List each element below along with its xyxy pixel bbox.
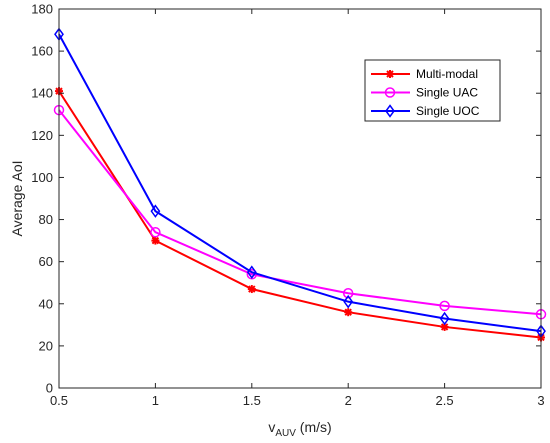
- y-tick-label-0: 0: [46, 381, 53, 396]
- y-tick-label-4: 80: [39, 212, 53, 227]
- series-layer: [53, 27, 547, 342]
- ticks-layer: 0.5 1 1.5 2 2.5 3 0 20 40 60 80 100 120 140 160 180: [31, 2, 544, 409]
- legend-label-1: Single UAC: [416, 86, 478, 100]
- x-tick-label-3: 2: [345, 393, 352, 408]
- series-2-point-2: [246, 265, 257, 279]
- y-tick-label-7: 140: [31, 86, 53, 101]
- series-line-2: [58, 33, 542, 333]
- x-axis-title-subscript: AUV: [275, 428, 296, 439]
- x-tick-label-1: 1: [152, 393, 159, 408]
- legend-label-2: Single UOC: [416, 104, 480, 118]
- series-2: [54, 27, 546, 338]
- x-axis-title: vAUV (m/s): [268, 419, 331, 439]
- y-tick-label-2: 40: [39, 296, 53, 311]
- legend-marker-0: [386, 70, 394, 78]
- x-axis-title-main: v: [268, 419, 275, 435]
- series-0-point-3: [344, 308, 353, 317]
- series-1-point-3: [342, 288, 354, 299]
- y-tick-label-9: 180: [31, 2, 53, 17]
- x-axis-title-unit: (m/s): [296, 419, 332, 435]
- y-tick-label-1: 20: [39, 338, 53, 353]
- y-tick-label-8: 160: [31, 44, 53, 59]
- legend: Multi-modal Single UAC Single UOC: [364, 59, 501, 122]
- y-axis-title: Average AoI: [9, 160, 25, 236]
- series-2-point-1: [150, 204, 161, 218]
- y-tick-label-5: 100: [31, 170, 53, 185]
- series-0-point-2: [247, 285, 256, 294]
- series-1-point-4: [439, 300, 450, 312]
- series-0-point-1: [151, 236, 160, 245]
- plot-frame: [58, 8, 542, 389]
- y-tick-label-3: 60: [39, 254, 53, 269]
- x-tick-label-2: 1.5: [243, 393, 261, 408]
- series-2-point-3: [343, 294, 354, 309]
- legend-label-0: Multi-modal: [416, 67, 478, 81]
- series-line-0: [58, 90, 542, 339]
- series-line-1: [58, 109, 542, 316]
- x-tick-label-5: 3: [537, 393, 544, 408]
- series-2-point-4: [439, 311, 450, 326]
- series-1-point-1: [150, 226, 161, 238]
- series-0-point-4: [440, 322, 449, 331]
- legend-marker-2: [385, 104, 395, 118]
- series-0: [55, 87, 545, 342]
- x-tick-label-0: 0.5: [50, 393, 68, 408]
- y-tick-label-6: 120: [31, 128, 53, 143]
- legend-marker-1: [384, 87, 396, 98]
- x-tick-label-4: 2.5: [436, 393, 454, 408]
